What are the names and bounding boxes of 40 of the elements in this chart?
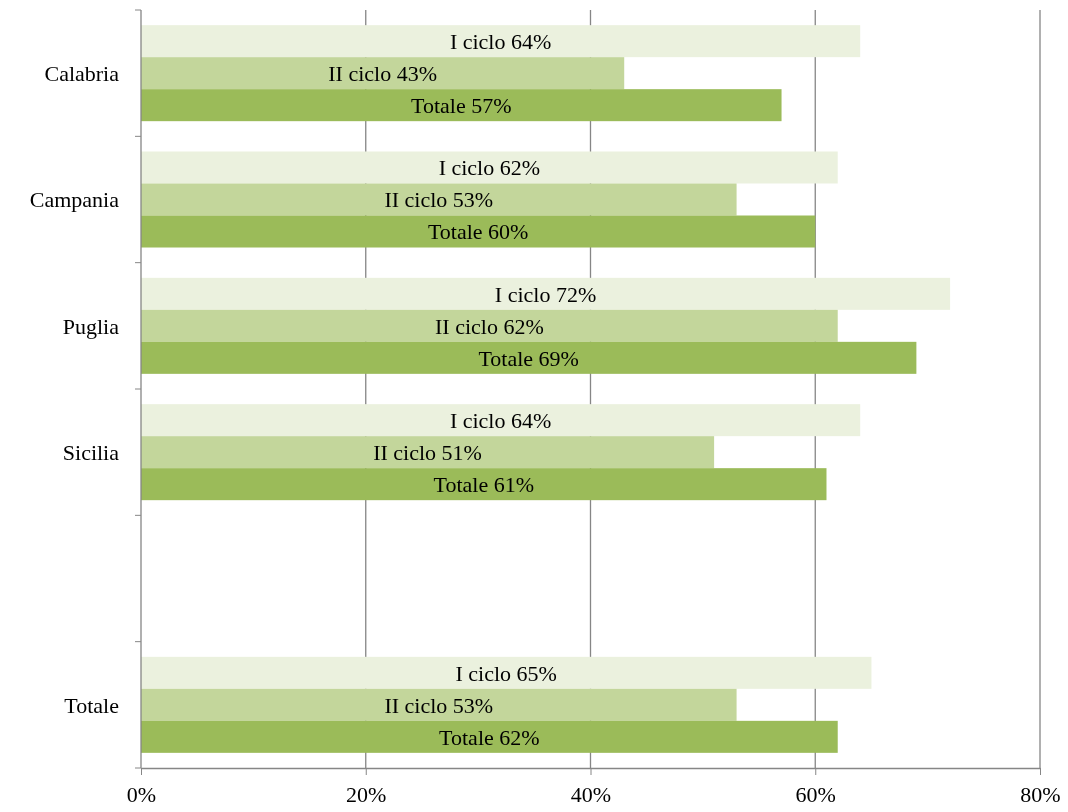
bar xyxy=(141,215,816,248)
x-tick-label: 40% xyxy=(570,782,612,808)
data-label: Totale 57% xyxy=(411,92,512,118)
y-tick-label: Puglia xyxy=(62,313,120,339)
data-label: Totale 60% xyxy=(427,219,529,245)
data-label: I ciclo 72% xyxy=(494,281,597,307)
bar xyxy=(141,656,872,689)
y-tick-label: Totale xyxy=(64,692,119,718)
bar xyxy=(141,183,737,216)
bar xyxy=(141,151,838,184)
data-label: II ciclo 51% xyxy=(373,439,482,465)
x-tick-label: 20% xyxy=(346,782,387,808)
bar xyxy=(141,25,861,58)
data-label: I ciclo 64% xyxy=(449,28,552,54)
data-label: I ciclo 62% xyxy=(438,155,541,181)
data-label: II ciclo 53% xyxy=(384,187,494,213)
bar xyxy=(141,341,917,374)
bar xyxy=(141,57,625,90)
bar xyxy=(141,404,861,437)
data-label: II ciclo 43% xyxy=(328,60,437,86)
x-tick-label: 0% xyxy=(126,782,157,808)
data-label: Totale 62% xyxy=(439,724,540,750)
y-tick-label: Sicilia xyxy=(62,439,120,465)
bar xyxy=(141,720,838,753)
x-tick-label: 60% xyxy=(795,782,836,808)
bar xyxy=(141,436,715,469)
data-label: I ciclo 64% xyxy=(449,407,552,433)
data-label: II ciclo 62% xyxy=(435,313,544,339)
x-tick-label: 80% xyxy=(1020,782,1061,808)
data-label: I ciclo 65% xyxy=(455,660,557,686)
y-tick-label: Calabria xyxy=(44,60,120,86)
bar xyxy=(141,468,827,501)
bar xyxy=(141,309,838,342)
y-tick-label: Campania xyxy=(29,187,120,213)
bar xyxy=(141,277,951,310)
data-label: II ciclo 53% xyxy=(384,692,494,718)
data-label: Totale 61% xyxy=(433,471,534,497)
bar xyxy=(141,688,737,721)
data-label: Totale 69% xyxy=(478,345,579,371)
bar xyxy=(141,89,782,122)
